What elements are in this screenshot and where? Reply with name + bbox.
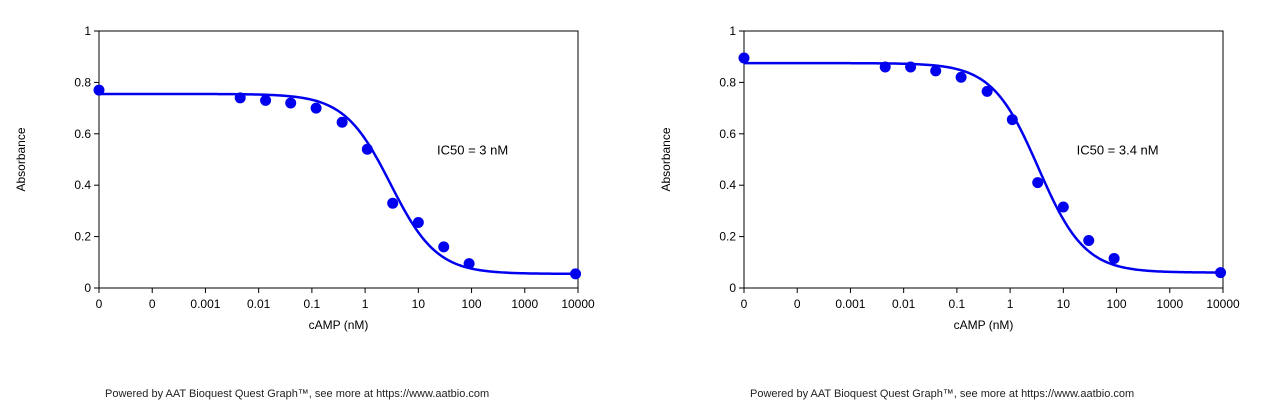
x-tick-label: 0.01 <box>247 297 271 311</box>
data-point <box>570 268 582 280</box>
x-tick-label: 10000 <box>1206 297 1240 311</box>
chart-panel-2: 0 0.2 0.4 0.6 0.8 1 0 0 0.001 0.01 0.1 1 10 100 1000 10… <box>645 0 1275 410</box>
x-tick-label: 1 <box>362 297 369 311</box>
x-tick-label: 0.001 <box>835 297 865 311</box>
x-tick-label: 10 <box>1057 297 1071 311</box>
plot-frame <box>743 30 1224 289</box>
chart-panel-1: 0 0.2 0.4 0.6 0.8 1 0 0 0.001 0.01 0.1 1 10 100 1000 10… <box>14 24 595 400</box>
x-tick-label: 10 <box>412 297 426 311</box>
x-axis-label: cAMP (nM) <box>954 318 1014 332</box>
data-point <box>463 258 475 270</box>
data-point <box>1057 201 1069 213</box>
y-tick-label: 1 <box>84 24 91 38</box>
ic50-annotation: IC50 = 3 nM <box>437 142 508 157</box>
y-tick-label: 1 <box>729 24 736 38</box>
x-tick-label: 0.1 <box>304 297 321 311</box>
data-point <box>438 241 450 253</box>
x-tick-label: 0 <box>96 297 103 311</box>
data-point <box>93 84 105 96</box>
y-tick-label: 0.8 <box>74 75 91 89</box>
data-point <box>1083 234 1095 246</box>
data-point <box>879 61 891 73</box>
x-tick-label: 100 <box>1107 297 1127 311</box>
data-point <box>738 52 750 64</box>
data-point <box>981 85 993 97</box>
data-point <box>1215 267 1227 279</box>
data-point <box>1006 114 1018 126</box>
y-tick-label: 0 <box>729 281 736 295</box>
x-tick-label: 1 <box>1007 297 1014 311</box>
data-point <box>1108 252 1120 264</box>
footer-credit: Powered by AAT Bioquest Quest Graph™, se… <box>750 388 1135 400</box>
data-point <box>955 71 967 83</box>
fit-curve <box>744 61 1224 274</box>
data-point <box>310 102 322 114</box>
data-point <box>260 94 272 106</box>
x-tick-label: 100 <box>462 297 482 311</box>
ic50-annotation: IC50 = 3.4 nM <box>1077 142 1159 157</box>
data-point <box>905 61 917 73</box>
y-tick-label: 0.2 <box>74 230 91 244</box>
x-tick-label: 0 <box>741 297 748 311</box>
x-tick-label: 0.1 <box>949 297 966 311</box>
x-tick-label: 0 <box>794 297 801 311</box>
x-tick-label: 0.01 <box>892 297 916 311</box>
y-tick-label: 0.8 <box>719 75 736 89</box>
data-point <box>930 65 942 77</box>
chart-1: 00.20.40.60.810 0 0.001 0.01 0.1 1 10 100 1000 10… <box>14 24 595 332</box>
footer-credit: Powered by AAT Bioquest Quest Graph™, se… <box>105 388 490 400</box>
y-tick-label: 0.4 <box>719 178 736 192</box>
data-point <box>285 97 297 109</box>
y-axis-label: Absorbance <box>14 127 28 191</box>
data-point <box>234 92 246 104</box>
plot-frame <box>98 30 579 289</box>
y-tick-label: 0 <box>84 281 91 295</box>
x-tick-label: 1000 <box>511 297 538 311</box>
fit-curve <box>99 92 578 276</box>
data-point <box>412 216 424 228</box>
x-axis-label: cAMP (nM) <box>309 318 369 332</box>
y-tick-label: 0.2 <box>719 230 736 244</box>
y-tick-label: 0.6 <box>74 127 91 141</box>
data-point <box>387 197 399 209</box>
y-tick-label: 0.4 <box>74 178 91 192</box>
y-axis-label: Absorbance <box>659 127 673 191</box>
data-point <box>1032 177 1044 189</box>
data-point <box>336 116 348 128</box>
x-tick-label: 10000 <box>561 297 595 311</box>
x-tick-label: 1000 <box>1156 297 1183 311</box>
chart-2: 00.20.40.60.810 0 0.001 0.01 0.1 1 10 100 1000 10… <box>659 24 1240 332</box>
y-tick-label: 0.6 <box>719 127 736 141</box>
x-tick-label: 0 <box>149 297 156 311</box>
data-point <box>361 143 373 155</box>
x-tick-label: 0.001 <box>190 297 220 311</box>
